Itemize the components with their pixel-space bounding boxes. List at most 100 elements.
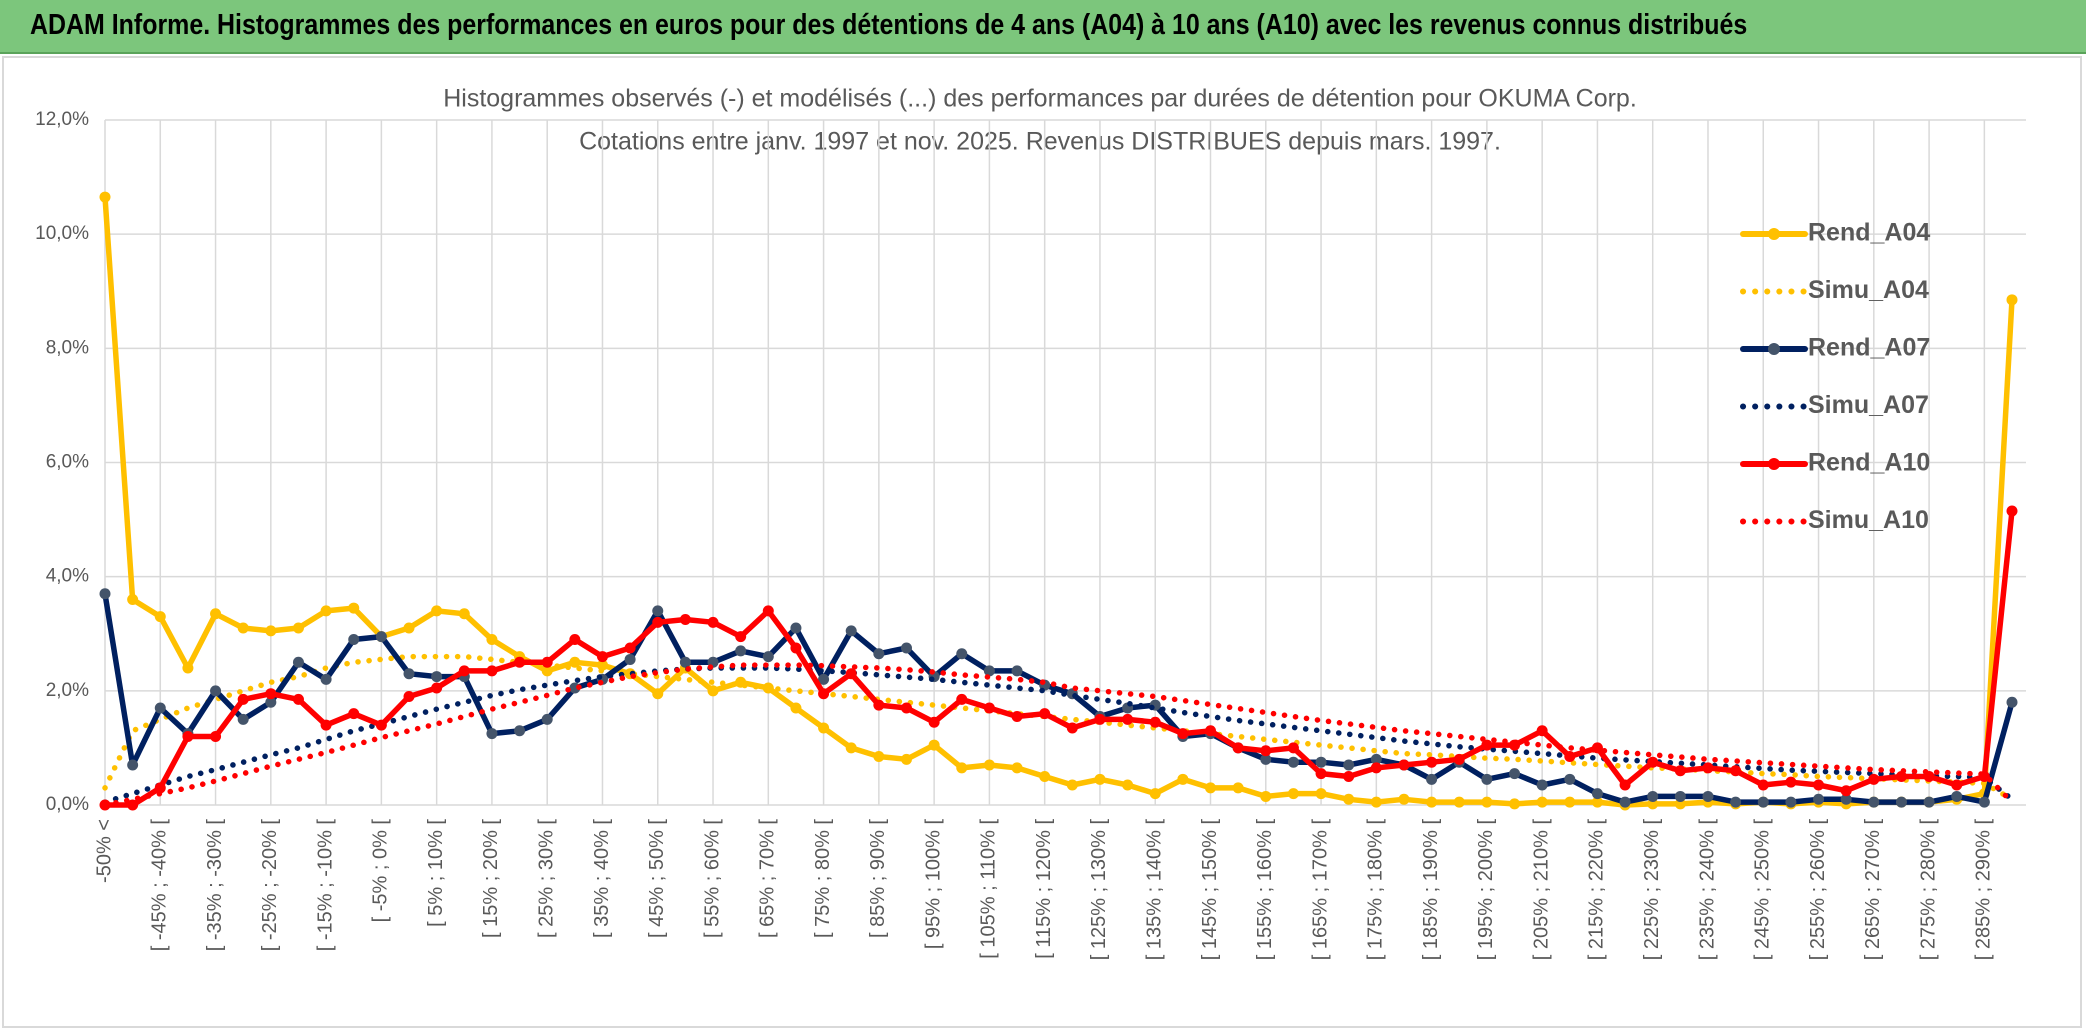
point bbox=[596, 659, 608, 671]
point bbox=[983, 665, 995, 677]
point bbox=[873, 699, 885, 711]
x-tick-label: [ -45% ; -40% [ bbox=[149, 819, 171, 952]
point bbox=[1951, 790, 1963, 802]
x-tick-label: [ 275% ; 280% [ bbox=[1917, 819, 1939, 961]
point bbox=[1702, 790, 1714, 802]
point bbox=[983, 759, 995, 771]
x-tick-label: [ 135% ; 140% [ bbox=[1144, 819, 1166, 961]
point bbox=[735, 645, 747, 657]
point bbox=[1260, 753, 1272, 765]
header-title: ADAM Informe. Histogrammes des performan… bbox=[30, 9, 1748, 41]
point bbox=[514, 656, 526, 668]
point bbox=[1066, 722, 1078, 734]
point bbox=[154, 702, 166, 714]
point bbox=[375, 631, 387, 643]
series-line bbox=[102, 508, 2015, 808]
point bbox=[431, 671, 443, 683]
point bbox=[790, 642, 802, 654]
point bbox=[1066, 779, 1078, 791]
point bbox=[1785, 796, 1797, 808]
point bbox=[1011, 665, 1023, 677]
point bbox=[1509, 768, 1521, 780]
point bbox=[1370, 762, 1382, 774]
point bbox=[707, 616, 719, 628]
point bbox=[762, 651, 774, 663]
point bbox=[265, 688, 277, 700]
point bbox=[1260, 745, 1272, 757]
series-line bbox=[102, 662, 2015, 808]
point bbox=[2006, 696, 2018, 708]
point bbox=[1840, 785, 1852, 797]
point bbox=[403, 691, 415, 703]
point bbox=[431, 605, 443, 617]
point bbox=[1398, 793, 1410, 805]
point bbox=[1785, 776, 1797, 788]
point bbox=[1453, 796, 1465, 808]
point bbox=[1702, 762, 1714, 774]
point bbox=[900, 642, 912, 654]
point bbox=[1564, 796, 1576, 808]
point bbox=[265, 625, 277, 637]
x-tick-label: [ 245% ; 250% [ bbox=[1752, 819, 1774, 961]
point bbox=[1177, 773, 1189, 785]
point bbox=[237, 693, 249, 705]
point bbox=[541, 656, 553, 668]
point bbox=[1260, 790, 1272, 802]
point bbox=[790, 622, 802, 634]
point bbox=[569, 633, 581, 645]
point bbox=[1287, 788, 1299, 800]
point bbox=[348, 633, 360, 645]
x-tick-label: [ 235% ; 240% [ bbox=[1696, 819, 1718, 961]
series-line bbox=[102, 194, 2015, 808]
y-tick-label: 0,0% bbox=[46, 794, 89, 815]
point bbox=[845, 742, 857, 754]
point bbox=[1315, 788, 1327, 800]
y-tick-label: 10,0% bbox=[35, 223, 89, 244]
chart-frame bbox=[2, 56, 2082, 1028]
point bbox=[818, 688, 830, 700]
point bbox=[320, 719, 332, 731]
x-tick-label: [ 175% ; 180% [ bbox=[1365, 819, 1387, 961]
x-tick-label: [ 75% ; 80% [ bbox=[812, 819, 834, 938]
point bbox=[1564, 773, 1576, 785]
point bbox=[182, 731, 194, 742]
point bbox=[1039, 770, 1051, 782]
x-tick-label: [ 55% ; 60% [ bbox=[701, 819, 723, 938]
point bbox=[735, 631, 747, 643]
point bbox=[514, 725, 526, 737]
point bbox=[1315, 768, 1327, 780]
y-tick-label: 12,0% bbox=[35, 109, 89, 130]
point bbox=[486, 633, 498, 645]
series-line bbox=[102, 665, 2015, 805]
point bbox=[1647, 756, 1659, 768]
point bbox=[596, 651, 608, 663]
x-tick-label: [ -5% ; 0% [ bbox=[370, 819, 392, 923]
x-tick-label: [ -25% ; -20% [ bbox=[259, 819, 281, 952]
x-tick-label: [ 25% ; 30% [ bbox=[535, 819, 557, 938]
point bbox=[624, 642, 636, 654]
point bbox=[1978, 796, 1990, 808]
point bbox=[790, 702, 802, 714]
point bbox=[762, 605, 774, 617]
point bbox=[1481, 773, 1493, 785]
y-tick-label: 4,0% bbox=[46, 566, 89, 587]
point bbox=[900, 702, 912, 714]
x-tick-label: [ 265% ; 270% [ bbox=[1862, 819, 1884, 961]
legend-marker bbox=[1768, 343, 1780, 355]
point bbox=[1647, 790, 1659, 802]
legend-label: Simu_A07 bbox=[1808, 391, 1929, 419]
point bbox=[1094, 713, 1106, 725]
point bbox=[652, 616, 664, 628]
point bbox=[182, 662, 194, 674]
point bbox=[154, 782, 166, 794]
point bbox=[1619, 779, 1631, 791]
point bbox=[1674, 765, 1686, 777]
point bbox=[1122, 713, 1134, 725]
point bbox=[1840, 793, 1852, 805]
point bbox=[873, 648, 885, 660]
point bbox=[900, 753, 912, 765]
header: ADAM Informe. Histogrammes des performan… bbox=[0, 0, 2086, 54]
x-tick-label: [ -15% ; -10% [ bbox=[314, 819, 336, 952]
x-tick-label: [ -35% ; -30% [ bbox=[204, 819, 226, 952]
chart-title: Histogrammes observés (-) et modélisés (… bbox=[443, 85, 1637, 113]
